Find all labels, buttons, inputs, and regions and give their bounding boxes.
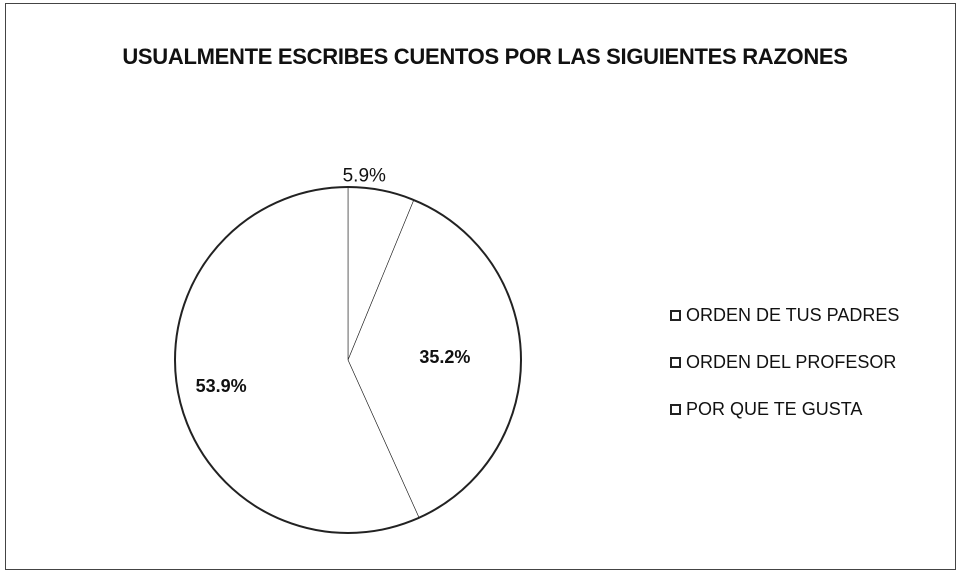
data-label: 5.9%: [343, 166, 386, 187]
data-label: 35.2%: [419, 347, 470, 367]
data-label: 53.9%: [196, 376, 247, 396]
legend-swatch: [670, 310, 681, 321]
chart-frame: [5, 3, 956, 570]
chart-title: USUALMENTE ESCRIBES CUENTOS POR LAS SIGU…: [122, 44, 848, 69]
legend-label: ORDEN DEL PROFESOR: [686, 352, 896, 372]
pie-outline: [174, 186, 522, 534]
legend-label: POR QUE TE GUSTA: [686, 399, 862, 419]
legend-swatch: [670, 404, 681, 415]
legend-swatch: [670, 357, 681, 368]
legend-label: ORDEN DE TUS PADRES: [686, 305, 899, 325]
